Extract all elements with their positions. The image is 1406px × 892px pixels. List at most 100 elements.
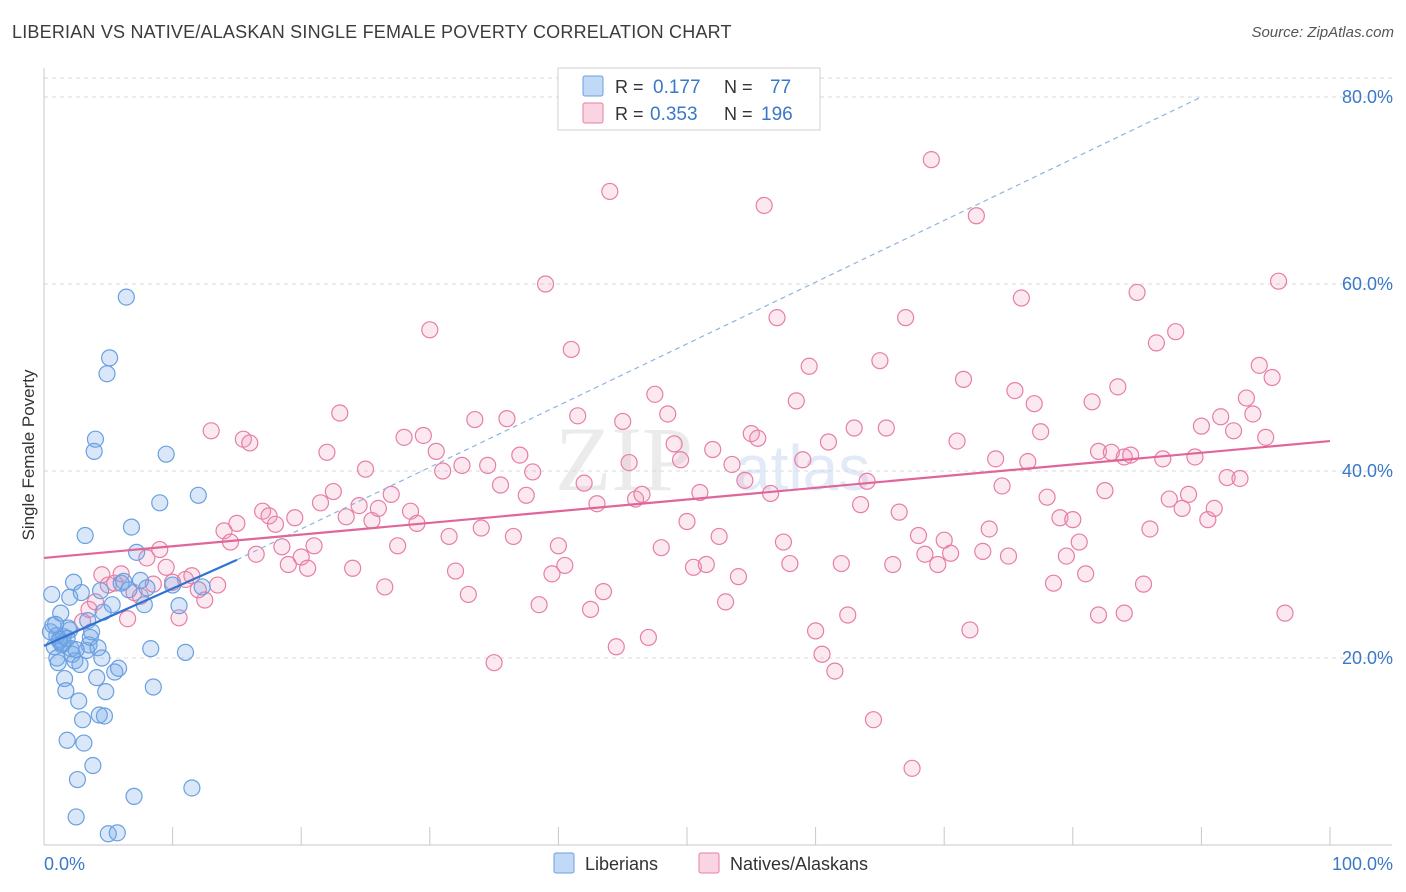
watermark-zip: ZIP <box>555 408 693 510</box>
bottom-legend-liberians: Liberians <box>585 854 658 874</box>
native-point <box>279 555 297 574</box>
native-point <box>1205 499 1223 517</box>
native-point <box>845 419 863 437</box>
bottom-legend: Liberians Natives/Alaskans <box>553 852 868 874</box>
legend-r-value-natives: 0.353 <box>650 104 698 125</box>
legend-swatch-liberians <box>582 75 604 97</box>
native-point <box>588 495 606 513</box>
liberian-point <box>67 808 85 826</box>
liberian-point <box>57 682 75 700</box>
liberian-point <box>68 770 87 789</box>
native-point <box>607 638 625 656</box>
native-point <box>897 309 915 327</box>
native-point <box>575 474 593 492</box>
liberian-point <box>75 734 93 752</box>
native-point <box>569 407 587 425</box>
native-point <box>299 559 317 577</box>
native-point <box>1192 417 1211 435</box>
native-point <box>1257 428 1275 446</box>
native-point <box>453 456 471 474</box>
native-point <box>1231 469 1249 488</box>
native-point <box>832 554 850 573</box>
native-point <box>1077 565 1095 583</box>
liberian-point <box>127 543 146 561</box>
liberian-point <box>88 669 106 687</box>
native-point <box>324 482 342 501</box>
native-point <box>922 151 940 169</box>
liberian-point <box>144 678 162 696</box>
series-liberians-points <box>41 288 211 843</box>
liberian-point <box>49 654 67 672</box>
liberian-point <box>131 571 150 589</box>
native-point <box>459 585 477 604</box>
native-point <box>1128 283 1146 302</box>
native-point <box>344 559 362 577</box>
native-point <box>485 654 503 672</box>
legend-n-value-natives: 196 <box>761 104 793 125</box>
liberian-point <box>183 779 201 797</box>
liberian-point <box>109 659 128 677</box>
native-point <box>659 405 677 423</box>
liberian-point <box>95 707 114 725</box>
native-point <box>954 370 973 388</box>
native-point <box>241 434 259 452</box>
bottom-legend-natives: Natives/Alaskans <box>730 854 868 874</box>
native-point <box>536 275 555 293</box>
native-point <box>819 433 838 451</box>
native-point <box>369 499 387 517</box>
liberian-point <box>89 639 107 657</box>
x-tick-labels: 0.0% 100.0% <box>44 854 1393 874</box>
bottom-legend-swatch-liberians <box>553 852 575 874</box>
native-point <box>813 645 831 663</box>
watermark: ZIP atlas <box>555 408 870 510</box>
native-point <box>871 352 889 370</box>
native-point <box>1154 450 1172 468</box>
legend-r-label-natives: R = <box>615 104 644 124</box>
liberian-point <box>43 585 61 604</box>
y-tick-label: 60.0% <box>1342 274 1393 294</box>
liberian-point <box>108 824 126 842</box>
native-point <box>440 527 458 546</box>
native-point <box>1224 422 1243 440</box>
native-point <box>1044 574 1063 592</box>
y-tick-label: 40.0% <box>1342 461 1393 481</box>
natives-trend-line <box>43 439 1331 560</box>
native-point <box>639 628 658 647</box>
native-point <box>890 503 908 521</box>
native-point <box>466 410 484 429</box>
native-point <box>620 453 638 472</box>
native-point <box>1096 482 1114 500</box>
native-point <box>1032 423 1050 441</box>
chart-title: LIBERIAN VS NATIVE/ALASKAN SINGLE FEMALE… <box>12 22 732 42</box>
native-point <box>530 596 548 614</box>
native-point <box>1038 488 1056 506</box>
native-point <box>395 428 413 446</box>
legend-r-label-liberians: R = <box>615 77 644 97</box>
native-point <box>1186 448 1204 466</box>
native-point <box>594 583 613 601</box>
native-point <box>1070 533 1088 551</box>
native-point <box>356 460 375 478</box>
native-point <box>839 606 857 624</box>
native-point <box>331 404 349 422</box>
trend-lines <box>43 96 1331 647</box>
native-point <box>498 410 516 428</box>
native-point <box>1212 408 1230 426</box>
legend-n-label-natives: N = <box>724 104 753 124</box>
native-point <box>1263 368 1281 387</box>
native-point <box>974 542 992 561</box>
native-point <box>318 443 336 461</box>
native-point <box>350 496 368 515</box>
liberian-point <box>52 604 70 622</box>
native-point <box>1250 356 1268 374</box>
native-point <box>749 429 767 447</box>
liberian-point <box>125 787 143 805</box>
native-point <box>305 537 323 555</box>
native-point <box>929 555 947 574</box>
gridlines <box>44 77 1392 659</box>
liberian-point <box>86 430 105 448</box>
native-point <box>697 555 715 574</box>
liberian-point <box>100 349 119 367</box>
native-point <box>504 527 522 546</box>
